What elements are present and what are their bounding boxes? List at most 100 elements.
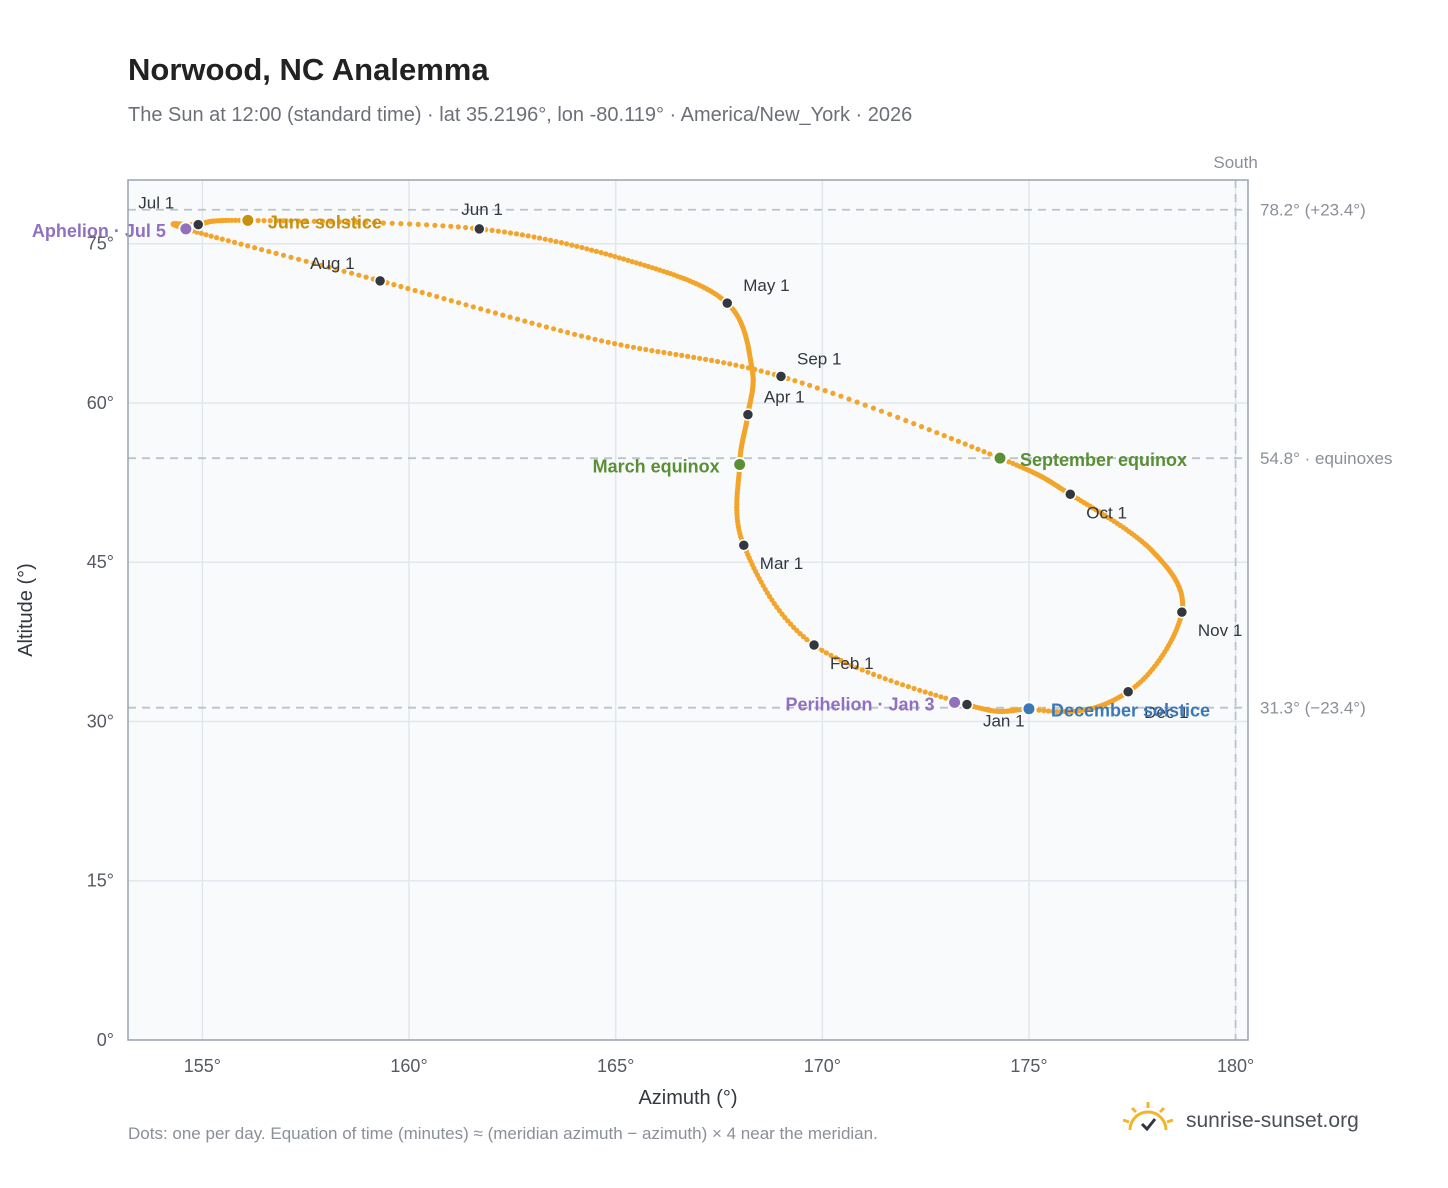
daily-sun-dot	[288, 254, 294, 260]
daily-sun-dot	[630, 344, 637, 350]
daily-sun-dot	[819, 647, 825, 653]
daily-sun-dot	[311, 218, 317, 224]
daily-sun-dot	[485, 308, 491, 314]
daily-sun-dot	[592, 336, 598, 342]
daily-sun-dot	[797, 631, 803, 637]
daily-sun-dot	[389, 220, 395, 226]
daily-sun-dot	[641, 262, 648, 268]
daily-sun-dot	[727, 361, 733, 367]
daily-sun-dot	[584, 246, 590, 252]
daily-sun-dot	[807, 382, 813, 388]
daily-sun-dot	[962, 441, 968, 447]
daily-sun-dot	[1066, 708, 1072, 715]
daily-sun-dot	[415, 221, 421, 227]
event-marker	[947, 694, 963, 710]
daily-sun-dot	[203, 232, 209, 238]
daily-sun-dot	[1006, 459, 1012, 465]
plot-frame	[127, 179, 1249, 1041]
daily-sun-dot	[311, 260, 317, 266]
daily-sun-dot	[432, 222, 438, 228]
daily-sun-dot	[765, 370, 771, 376]
daily-sun-dot	[822, 388, 828, 394]
daily-sun-dot	[426, 291, 432, 298]
daily-sun-dot	[500, 312, 506, 318]
daily-sun-dot	[791, 624, 797, 631]
daily-sun-dot	[618, 342, 624, 348]
daily-sun-dot	[661, 349, 667, 356]
month-label: Nov 1	[1198, 621, 1242, 640]
daily-sun-dot	[900, 682, 906, 688]
daily-sun-dot	[903, 417, 909, 424]
daily-sun-dot	[371, 220, 378, 226]
event-marker	[732, 457, 748, 473]
daily-sun-dot	[578, 333, 585, 339]
daily-sun-dot	[1045, 708, 1051, 714]
daily-sun-dot	[280, 252, 287, 258]
daily-sun-dot	[871, 671, 877, 678]
daily-sun-dot	[448, 223, 454, 229]
daily-sun-dot	[564, 241, 570, 247]
daily-sun-dot	[398, 221, 404, 227]
daily-sun-dot	[572, 331, 578, 337]
daily-sun-dot	[715, 358, 721, 365]
daily-sun-dot	[456, 300, 462, 306]
month-label: Aug 1	[310, 254, 354, 273]
daily-sun-dot	[1036, 707, 1042, 713]
daily-sun-dot	[478, 306, 484, 312]
daily-sun-dot	[345, 219, 351, 225]
daily-sun-dot	[514, 316, 521, 322]
brand-text: sunrise-sunset.org	[1186, 1108, 1359, 1132]
chart-subtitle: The Sun at 12:00 (standard time) · lat 3…	[128, 104, 913, 126]
daily-sun-dot	[621, 256, 627, 262]
daily-sun-dot	[208, 233, 214, 239]
daily-sun-dot	[551, 326, 557, 332]
daily-sun-dot	[531, 234, 537, 240]
daily-sun-dot	[888, 678, 894, 684]
daily-sun-dot	[779, 611, 785, 617]
daily-sun-dot	[1062, 709, 1068, 715]
daily-sun-dot	[948, 435, 955, 442]
reference-line-label: 78.2° (+23.4°)	[1260, 201, 1366, 220]
month-label: Jun 1	[461, 200, 503, 219]
reference-line-label: 54.8° · equinoxes	[1260, 449, 1393, 468]
daily-sun-dot	[593, 248, 600, 254]
y-tick-label: 30°	[87, 711, 114, 731]
daily-sun-dot	[232, 217, 238, 223]
daily-sun-dot	[854, 399, 860, 405]
daily-sun-dot	[828, 652, 834, 659]
daily-sun-dot	[565, 329, 571, 336]
daily-sun-dot	[1058, 709, 1064, 715]
daily-sun-dot	[318, 262, 324, 268]
daily-sun-dot	[455, 224, 461, 230]
x-tick-label: 155°	[184, 1056, 221, 1076]
daily-sun-dot	[273, 250, 279, 256]
daily-sun-dot	[569, 242, 575, 248]
x-tick-label: 180°	[1217, 1056, 1254, 1076]
daily-sun-dot	[918, 424, 925, 430]
daily-sun-dot	[955, 438, 962, 444]
daily-sun-dot	[336, 219, 342, 225]
daily-sun-dot	[703, 356, 709, 362]
daily-sun-dot	[495, 228, 501, 234]
daily-sun-dot	[303, 218, 309, 224]
chart-title: Norwood, NC Analemma	[128, 52, 489, 87]
brand-logo[interactable]: sunrise-sunset.org	[1120, 1100, 1359, 1141]
daily-sun-dot	[629, 259, 635, 265]
daily-sun-dot	[838, 657, 844, 664]
daily-sun-dot	[612, 253, 618, 260]
x-tick-label: 175°	[1010, 1056, 1047, 1076]
daily-sun-dot	[522, 318, 528, 324]
daily-sun-dot	[529, 320, 535, 326]
daily-sun-dot	[214, 235, 220, 241]
daily-sun-dot	[941, 433, 947, 439]
daily-sun-dot	[295, 218, 302, 224]
daily-sun-dot	[579, 244, 585, 251]
daily-sun-dot	[598, 250, 604, 256]
event-label: Perihelion · Jan 3	[786, 694, 935, 714]
daily-sun-dot	[926, 427, 932, 433]
daily-sun-dot	[412, 287, 418, 294]
daily-sun-dot	[288, 218, 294, 224]
daily-sun-dot	[548, 237, 554, 243]
daily-sun-dot	[363, 274, 369, 280]
daily-sun-dot	[434, 293, 440, 300]
